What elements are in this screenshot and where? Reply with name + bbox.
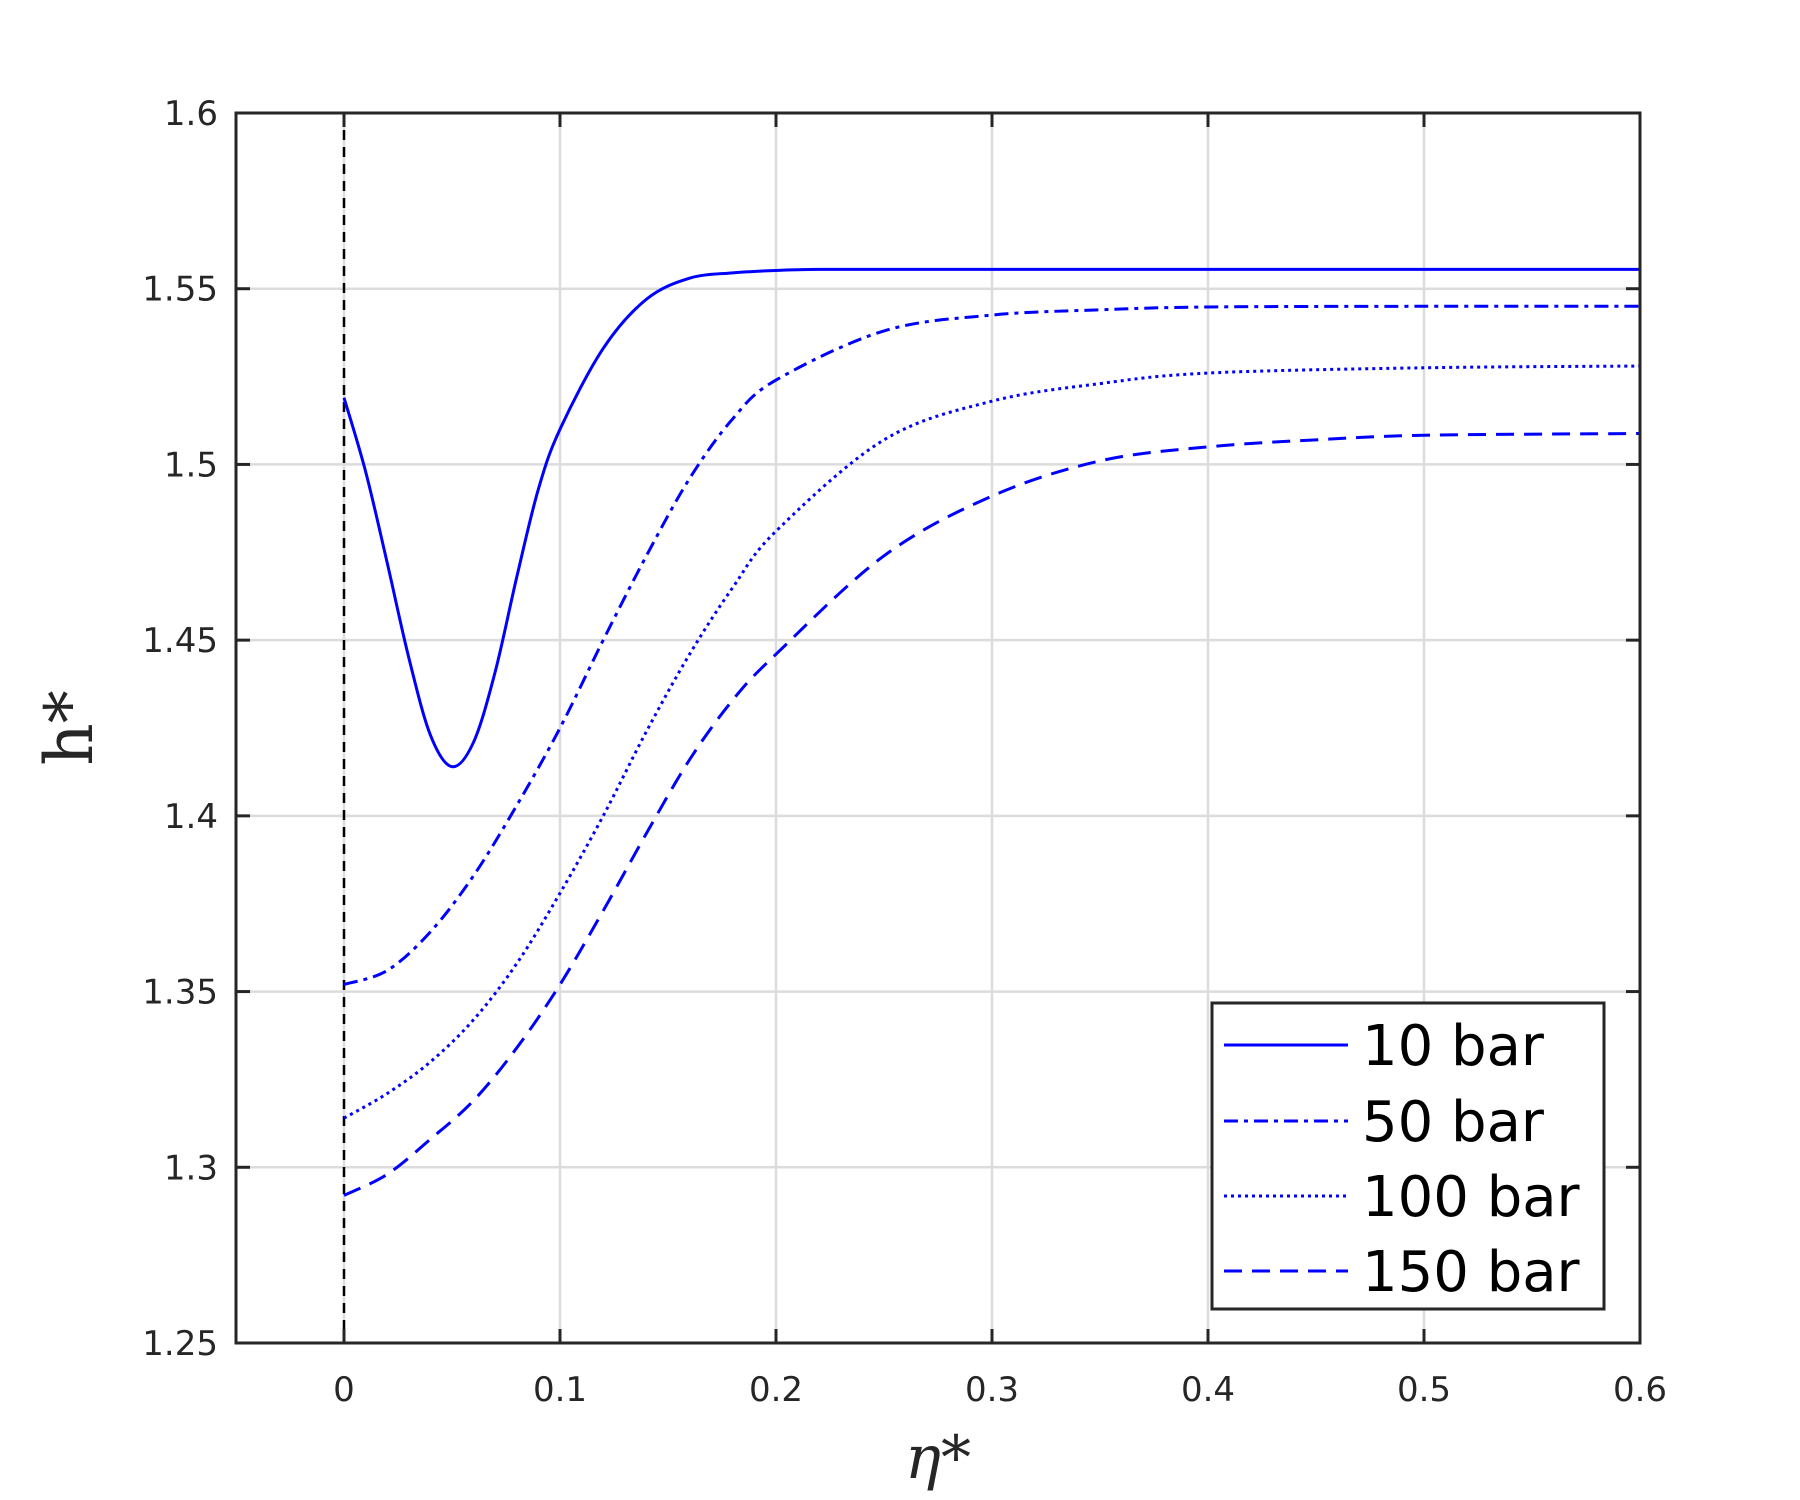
legend-label-2: 100 bar: [1362, 1165, 1581, 1230]
series-group: [342, 267, 1641, 1197]
x-tick-labels: 0 0.1 0.2 0.3 0.4 0.5 0.6: [333, 1370, 1667, 1410]
series-line-50-bar: [343, 304, 1641, 986]
y-tick-label-7: 1.6: [164, 94, 218, 134]
x-tick-label-5: 0.5: [1397, 1370, 1451, 1410]
x-axis-label: η*: [905, 1423, 971, 1493]
y-tick-label-2: 1.35: [142, 973, 218, 1013]
x-tick-label-2: 0.2: [749, 1370, 803, 1410]
x-tick-label-0: 0: [333, 1370, 355, 1410]
legend: 10 bar 50 bar 100 bar 150 bar: [1210, 1001, 1606, 1311]
x-tick-label-3: 0.3: [965, 1370, 1019, 1410]
series-line-150-bar: [343, 432, 1641, 1197]
legend-label-1: 50 bar: [1362, 1090, 1545, 1155]
legend-label-0: 10 bar: [1362, 1014, 1545, 1079]
ticks: [236, 111, 1642, 1345]
y-tick-label-6: 1.55: [142, 270, 218, 310]
y-tick-labels: 1.25 1.3 1.35 1.4 1.45 1.5 1.55 1.6: [142, 94, 218, 1364]
y-tick-label-5: 1.5: [164, 445, 218, 485]
axes-box: [234, 111, 1642, 1345]
y-tick-label-0: 1.25: [142, 1324, 218, 1364]
x-tick-label-4: 0.4: [1181, 1370, 1235, 1410]
y-tick-label-3: 1.4: [164, 797, 218, 837]
y-axis-label: h*: [31, 690, 108, 766]
legend-label-3: 150 bar: [1362, 1240, 1581, 1305]
y-tick-label-4: 1.45: [142, 621, 218, 661]
series-line-10-bar: [342, 267, 1640, 769]
x-tick-label-1: 0.1: [533, 1370, 587, 1410]
legend-box: [1210, 1001, 1606, 1311]
x-tick-label-6: 0.6: [1613, 1370, 1667, 1410]
y-tick-label-1: 1.3: [164, 1148, 218, 1188]
